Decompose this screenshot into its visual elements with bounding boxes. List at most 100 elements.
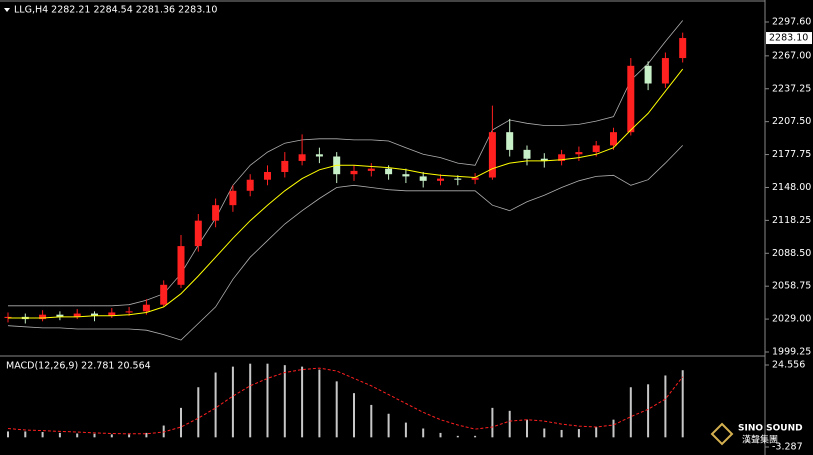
macd-bar: [145, 432, 148, 438]
candle-body: [125, 311, 133, 313]
candle-body: [39, 314, 47, 320]
macd-bar: [647, 384, 650, 438]
candle-body: [194, 220, 202, 247]
candle-body: [160, 284, 168, 305]
y-tick-label: 2088.50: [772, 248, 811, 259]
chart-title: LLG,H4 2282.21 2284.54 2281.36 2283.10: [14, 5, 217, 16]
watermark-title: SINO SOUND: [738, 424, 803, 434]
candle-body: [679, 38, 687, 59]
candle-body: [73, 313, 81, 317]
candle-body: [298, 154, 306, 161]
candle-body: [177, 246, 185, 285]
candle-body: [91, 313, 98, 316]
macd-bar: [526, 419, 528, 438]
y-tick-label: 2029.00: [772, 314, 811, 325]
candle-body: [281, 160, 289, 172]
macd-bar: [508, 410, 511, 438]
macd-bar: [266, 363, 269, 438]
candle-body: [419, 176, 427, 181]
candle-body: [506, 132, 514, 150]
last-price-label: 2283.10: [769, 33, 808, 44]
candle-body: [627, 65, 635, 133]
macd-bar: [41, 432, 44, 438]
macd-bar: [318, 369, 321, 438]
macd-bar: [197, 387, 200, 438]
macd-signal: [7, 367, 684, 435]
macd-bar: [128, 434, 131, 438]
macd-bar: [370, 404, 373, 438]
candle-body: [471, 177, 479, 180]
macd-bar: [76, 433, 79, 438]
macd-bar: [93, 433, 96, 438]
macd-bar: [301, 366, 304, 438]
macd-bar: [7, 431, 9, 438]
y-tick-label: 2148.00: [772, 182, 811, 193]
macd-bar: [595, 427, 598, 438]
y-tick-label: 2058.75: [772, 281, 811, 292]
macd-bar: [543, 428, 546, 438]
candle-body: [56, 314, 64, 317]
candle-body: [558, 154, 566, 161]
candle-body: [575, 152, 583, 155]
y-tick-label: 2118.25: [772, 215, 811, 226]
candle-body: [315, 154, 323, 157]
candle-body: [229, 190, 237, 206]
candle-body: [644, 65, 652, 84]
candle-body: [592, 145, 600, 153]
y-tick-label: 2207.50: [772, 116, 811, 127]
watermark: SINO SOUND 漢聲集團: [710, 422, 803, 446]
macd-bar: [612, 419, 615, 438]
bollinger-upper: [8, 20, 684, 307]
macd-bar: [110, 434, 113, 438]
candle-body: [661, 58, 669, 84]
macd-bar: [214, 372, 217, 438]
y-tick-label: 1999.25: [772, 346, 811, 357]
macd-bar: [577, 429, 580, 438]
macd-bar: [353, 393, 355, 438]
macd-bar: [404, 422, 407, 438]
candle-body: [540, 158, 548, 161]
macd-bar: [162, 425, 165, 438]
macd-bar: [180, 407, 182, 438]
candle-body: [402, 174, 410, 177]
macd-bar: [491, 407, 494, 438]
candle-body: [212, 205, 220, 221]
macd-bar: [439, 432, 442, 438]
macd-title: MACD(12,26,9) 22.781 20.564: [6, 361, 151, 372]
candle-body: [264, 171, 271, 180]
macd-bar: [24, 431, 27, 438]
macd-bar: [387, 413, 390, 438]
candle-body: [350, 170, 358, 175]
candle-body: [142, 304, 150, 312]
macd-bar: [335, 381, 338, 438]
macd-bar: [664, 375, 667, 438]
macd-bar: [249, 363, 252, 438]
candle-body: [385, 168, 393, 175]
y-tick-label: 2267.00: [772, 50, 811, 61]
macd-bar: [456, 435, 459, 438]
candle-body: [488, 132, 496, 178]
y-tick-label: 2297.60: [772, 17, 811, 28]
watermark-logo: [710, 422, 734, 446]
y-tick-label: 24.556: [772, 359, 805, 370]
candle-body: [437, 178, 444, 181]
last-price-box: [766, 32, 812, 45]
candle-body: [367, 168, 375, 171]
macd-bar: [58, 432, 61, 438]
bollinger-lower: [7, 145, 683, 341]
menu-arrow: [4, 8, 10, 12]
macd-bar: [560, 429, 563, 438]
macd-bar: [629, 387, 632, 438]
macd-bar: [681, 370, 684, 438]
watermark-subtitle: 漢聲集團: [742, 434, 778, 446]
macd-bar: [231, 366, 234, 438]
y-tick-label: 2177.75: [772, 149, 811, 160]
candle-body: [4, 316, 12, 318]
macd-bar: [474, 435, 477, 438]
candle-body: [246, 179, 254, 191]
candle-body: [523, 149, 531, 159]
y-tick-label: -3.287: [772, 442, 803, 453]
candle-body: [108, 312, 116, 316]
macd-bar: [283, 365, 286, 438]
